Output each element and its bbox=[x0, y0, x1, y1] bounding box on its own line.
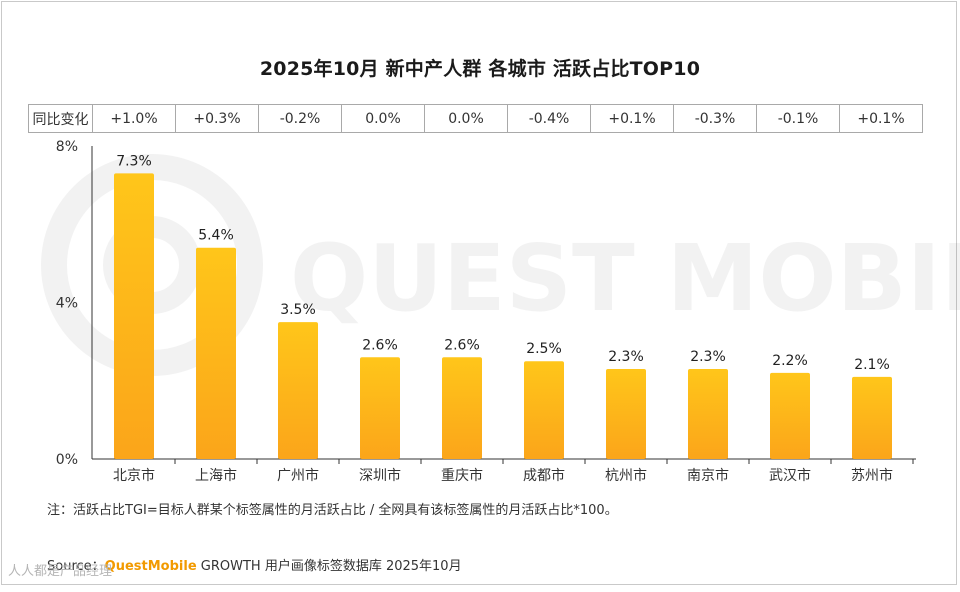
value-label: 3.5% bbox=[280, 302, 316, 318]
value-label: 2.1% bbox=[854, 357, 890, 373]
yoy-cell: +0.1% bbox=[839, 104, 923, 133]
x-tick-label: 苏州市 bbox=[851, 467, 893, 484]
bar-4 bbox=[360, 357, 400, 459]
source-line: Source：QuestMobile GROWTH 用户画像标签数据库 2025… bbox=[47, 555, 462, 574]
source-rest: GROWTH 用户画像标签数据库 2025年10月 bbox=[196, 559, 462, 574]
x-tick-label: 武汉市 bbox=[769, 467, 811, 484]
value-label: 2.6% bbox=[444, 337, 480, 353]
bar-3 bbox=[278, 322, 318, 459]
x-tick-label: 深圳市 bbox=[359, 467, 401, 484]
bar-1 bbox=[114, 173, 154, 459]
value-label: 7.3% bbox=[116, 153, 152, 169]
yoy-cell: +0.3% bbox=[175, 104, 259, 133]
bar-5 bbox=[442, 357, 482, 459]
yoy-cell: 0.0% bbox=[341, 104, 425, 133]
value-label: 2.5% bbox=[526, 341, 562, 357]
value-label: 2.6% bbox=[362, 337, 398, 353]
footnote: 注：活跃占比TGI=目标人群某个标签属性的月活跃占比 / 全网具有该标签属性的月… bbox=[47, 503, 618, 518]
source-prefix: Source： bbox=[47, 559, 105, 574]
x-tick-label: 重庆市 bbox=[441, 467, 483, 484]
bar-6 bbox=[524, 361, 564, 459]
chart-title: 2025年10月 新中产人群 各城市 活跃占比TOP10 bbox=[259, 58, 701, 80]
y-tick-label: 0% bbox=[56, 452, 78, 468]
yoy-cell: -0.1% bbox=[756, 104, 840, 133]
value-label: 2.3% bbox=[690, 349, 726, 365]
yoy-table: 同比变化 +1.0% +0.3% -0.2% 0.0% 0.0% -0.4% +0.1% -0… bbox=[28, 104, 923, 133]
x-tick-label: 上海市 bbox=[195, 467, 237, 484]
value-label: 2.2% bbox=[772, 353, 808, 369]
bar-9 bbox=[770, 372, 810, 459]
yoy-header: 同比变化 bbox=[28, 104, 93, 133]
yoy-cell: -0.2% bbox=[258, 104, 342, 133]
bar-10 bbox=[852, 376, 892, 459]
x-tick-label: 南京市 bbox=[687, 467, 729, 484]
watermark-text: QUEST MOBILE bbox=[290, 225, 960, 332]
x-tick-label: 北京市 bbox=[113, 467, 155, 484]
source-brand: QuestMobile bbox=[104, 559, 197, 574]
bar-7 bbox=[606, 369, 646, 459]
yoy-cell: -0.4% bbox=[507, 104, 591, 133]
yoy-cell: 0.0% bbox=[424, 104, 508, 133]
watermark: QUEST MOBILE bbox=[41, 154, 960, 376]
value-label: 2.3% bbox=[608, 349, 644, 365]
x-tick-label: 广州市 bbox=[277, 467, 319, 484]
x-tick-label: 成都市 bbox=[523, 467, 565, 484]
corner-logo: 人人都是产品经理 bbox=[8, 564, 113, 579]
yoy-cell: +1.0% bbox=[92, 104, 176, 133]
yoy-cell: -0.3% bbox=[673, 104, 757, 133]
y-tick-label: 4% bbox=[56, 296, 78, 312]
x-tick-label: 杭州市 bbox=[605, 467, 647, 484]
y-tick-label: 8% bbox=[56, 139, 78, 155]
bar-2 bbox=[196, 247, 236, 459]
yoy-cell: +0.1% bbox=[590, 104, 674, 133]
value-label: 5.4% bbox=[198, 228, 234, 244]
bar-8 bbox=[688, 369, 728, 459]
